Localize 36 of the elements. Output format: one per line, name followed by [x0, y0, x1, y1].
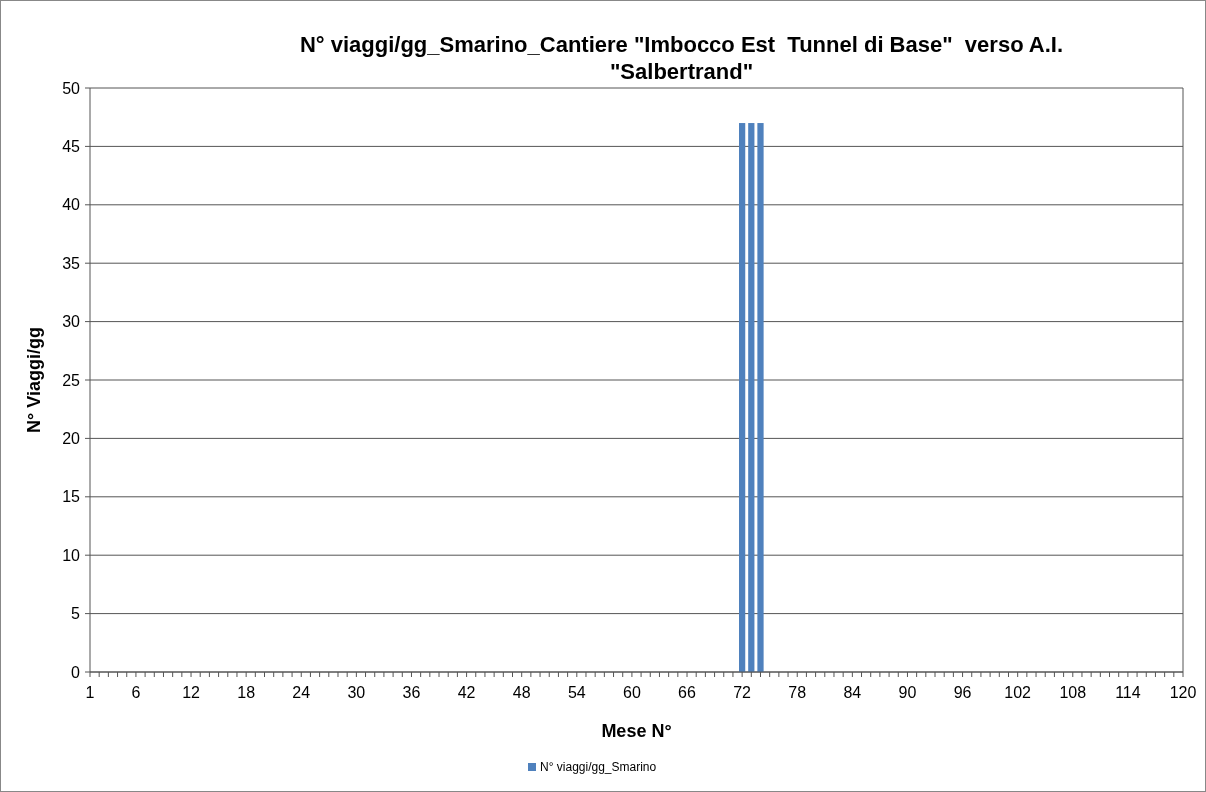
x-tick-label: 108	[1059, 684, 1087, 701]
y-tick-label: 35	[62, 254, 81, 272]
y-tick-label: 10	[62, 546, 81, 564]
y-tick-label: 50	[62, 79, 81, 97]
x-tick-label: 114	[1115, 684, 1141, 701]
x-tick-label: 96	[953, 684, 972, 701]
x-tick-label: 120	[1169, 684, 1197, 701]
x-tick-label: 12	[182, 684, 201, 701]
x-tick-label: 1	[85, 684, 95, 701]
x-tick-label: 66	[678, 684, 697, 701]
chart-title: N° viaggi/gg_Smarino_Cantiere "Imbocco Est Tunnel di Base" verso A.I. "Salbertrand"	[299, 32, 1064, 84]
x-tick-label: 102	[1004, 684, 1032, 701]
y-tick-label: 25	[62, 371, 81, 389]
x-axis-title: Mese N°	[601, 721, 672, 741]
x-tick-label: 36	[402, 684, 421, 701]
y-tick-label: 40	[62, 196, 81, 214]
x-tick-label: 30	[347, 684, 366, 701]
x-tick-label: 6	[131, 684, 141, 701]
x-tick-label: 90	[898, 684, 917, 701]
legend-label: N° viaggi/gg_Smarino	[540, 760, 657, 775]
x-tick-label: 18	[237, 684, 256, 701]
y-axis-title: N° Viaggi/gg	[24, 327, 44, 433]
x-tick-label: 24	[292, 684, 311, 701]
x-tick-label: 60	[623, 684, 641, 701]
y-tick-label: 45	[62, 138, 81, 155]
y-tick-label: 5	[71, 605, 81, 623]
x-tick-label: 48	[512, 684, 531, 701]
x-tick-label: 72	[733, 684, 752, 701]
x-tick-label: 42	[457, 684, 476, 701]
y-tick-label: 15	[62, 488, 81, 506]
y-tick-label: 30	[62, 313, 81, 331]
x-tick-label: 84	[843, 684, 862, 701]
y-tick-label: 20	[62, 430, 81, 447]
x-tick-label: 54	[567, 684, 586, 701]
y-tick-label: 0	[71, 663, 81, 681]
x-tick-label: 78	[788, 684, 807, 701]
